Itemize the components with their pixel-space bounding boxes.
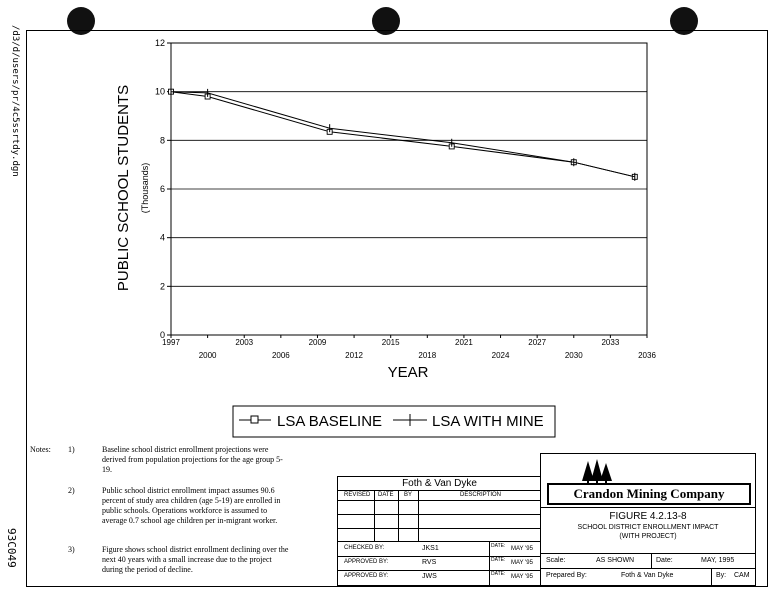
x-tick-label: 2021 (455, 338, 473, 347)
y-tick-label: 10 (155, 87, 165, 97)
company-name: Crandon Mining Company (573, 486, 725, 501)
company-name-box: Crandon Mining Company (547, 483, 751, 505)
drawing-code-label: 93C049 (5, 528, 18, 568)
y-tick-label: 8 (160, 135, 165, 145)
y-tick-label: 0 (160, 330, 165, 340)
approved-by-label-1: APPROVED BY: (344, 559, 389, 565)
tree-logo (582, 459, 612, 485)
note-text: Public school district enrollment impact… (102, 486, 281, 525)
scale-value: AS SHOWN (596, 557, 635, 564)
scale-date-block: Scale: AS SHOWN Date: MAY, 1995 Prepared… (540, 553, 756, 586)
date-label: Date: (656, 557, 673, 564)
description-header: DESCRIPTION (460, 492, 502, 498)
series-lines (168, 87, 638, 181)
series-line (170, 91, 635, 178)
y-tick-label: 2 (160, 281, 165, 291)
checked-by-label: CHECKED BY: (344, 545, 385, 551)
date-value: MAY, 1995 (701, 557, 735, 564)
legend-mine-label: LSA WITH MINE (432, 413, 544, 430)
y-tick-label: 4 (160, 233, 165, 243)
legend-box (232, 405, 556, 438)
note-text: Figure shows school district enrollment … (102, 545, 289, 574)
x-tick-label: 2036 (638, 351, 656, 360)
date-value-1: MAY '95 (511, 546, 533, 552)
enrollment-line-chart: 0 2 4 6 8 10 12 1997 2003 2009 2015 2021 2027 2033 200… (115, 38, 656, 438)
y-tick-label: 12 (155, 38, 165, 48)
approved-by-label-2: APPROVED BY: (344, 573, 389, 579)
date-header: DATE (378, 492, 394, 498)
prepared-by-label: Prepared By: (546, 572, 587, 579)
x-tick-label: 2024 (492, 351, 510, 360)
approved-by-value-2: JWS (422, 573, 437, 580)
date-value-2: MAY '95 (511, 560, 533, 566)
approved-by-value-1: RVS (422, 559, 437, 566)
y-axis-title: PUBLIC SCHOOL STUDENTS (115, 85, 132, 291)
x-tick-label: 2027 (528, 338, 546, 347)
legend: LSA BASELINE LSA WITH MINE (232, 405, 556, 438)
x-tick-label: 2030 (565, 351, 583, 360)
x-tick-label: 2006 (272, 351, 290, 360)
prepared-by-value: Foth & Van Dyke (621, 572, 674, 579)
legend-baseline-label: LSA BASELINE (277, 413, 382, 430)
x-tick-label: 1997 (162, 338, 180, 347)
figure-title-line-1: SCHOOL DISTRICT ENROLLMENT IMPACT (577, 524, 719, 531)
x-tick-label: 2009 (309, 338, 327, 347)
drawing-frame (26, 30, 768, 587)
note-number: 1) (68, 445, 75, 454)
x-tick-label: 2015 (382, 338, 400, 347)
axis-ticks: 0 2 4 6 8 10 12 1997 2003 2009 2015 2021 2027 2033 200… (155, 38, 656, 360)
drawn-by-label: By: (716, 572, 727, 579)
figure-title-line-2: (WITH PROJECT) (619, 533, 677, 540)
notes-label: Notes: (30, 445, 51, 454)
note-number: 2) (68, 486, 75, 495)
date-label-3: DATE: (491, 571, 506, 577)
note-number: 3) (68, 545, 75, 554)
x-axis-title: YEAR (388, 364, 429, 381)
figure-number: FIGURE 4.2.13-8 (609, 511, 687, 522)
revision-block: Foth & Van Dyke REVISED DATE BY DESCRIPT… (337, 476, 542, 586)
checked-by-value: JKS1 (422, 545, 439, 552)
date-label-1: DATE: (491, 543, 506, 549)
by-header: BY (404, 492, 413, 498)
scale-label: Scale: (546, 557, 566, 564)
x-tick-label: 2018 (418, 351, 436, 360)
y-axis-subtitle: (Thousands) (140, 163, 150, 214)
note-text: Baseline school district enrollment proj… (102, 445, 283, 474)
drawn-by-value: CAM (734, 572, 750, 579)
x-tick-label: 2003 (235, 338, 253, 347)
date-label-2: DATE: (491, 557, 506, 563)
x-tick-label: 2012 (345, 351, 363, 360)
legend-baseline-marker (250, 415, 259, 424)
x-tick-label: 2033 (601, 338, 619, 347)
y-tick-label: 6 (160, 184, 165, 194)
x-tick-label: 2000 (199, 351, 217, 360)
date-value-3: MAY '95 (511, 574, 533, 580)
series-line (170, 91, 635, 178)
firm-name: Foth & Van Dyke (402, 478, 477, 489)
revised-header: REVISED (344, 492, 371, 498)
